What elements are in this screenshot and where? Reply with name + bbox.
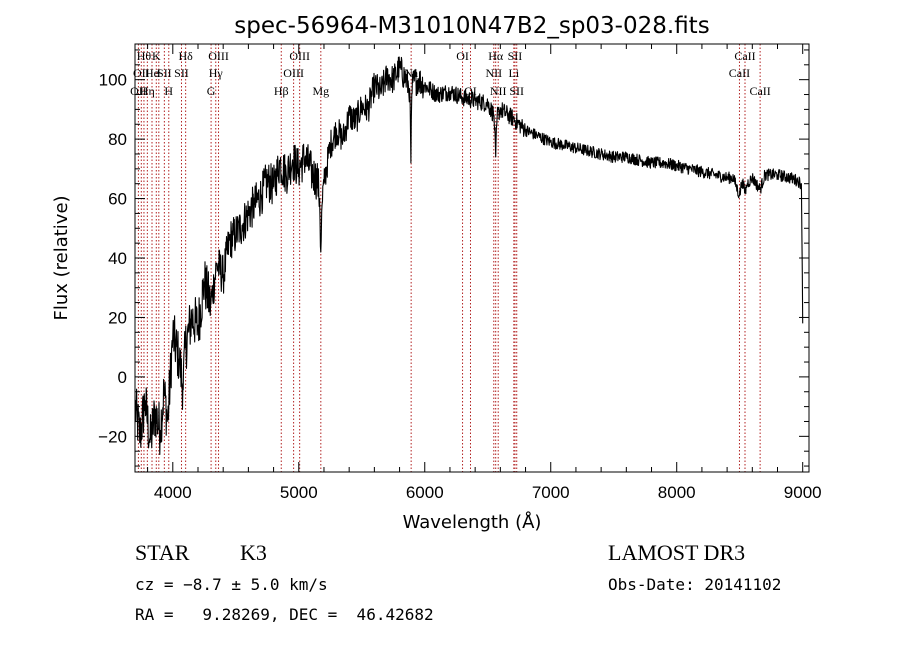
y-tick-label-5: 80: [108, 130, 127, 149]
x-tick-label-5: 9000: [784, 483, 822, 502]
spectral-line-labels: OIIOIIHθHηHeKISIIHHδSIIGHγOIIIHβOIIIOIII…: [130, 49, 771, 98]
line-label-15: OIII: [283, 66, 304, 80]
y-tick-label-6: 100: [99, 71, 127, 90]
spectral-line-markers: [137, 44, 761, 472]
object-class: STAR: [135, 540, 190, 565]
line-label-24: Li: [508, 66, 519, 80]
x-axis-label: Wavelength (Å): [403, 511, 542, 533]
y-tick-label-2: 20: [108, 308, 127, 327]
line-label-26: SII: [509, 84, 524, 98]
line-label-16: OIII: [289, 49, 310, 63]
line-label-11: G: [207, 84, 216, 98]
x-axis-ticks: 4000 5000 6000 7000 8000 9000: [147, 44, 822, 502]
line-label-4: He: [145, 66, 159, 80]
line-label-19: OI: [456, 49, 469, 63]
x-tick-label-3: 7000: [532, 483, 570, 502]
spectrum-line: [134, 56, 804, 456]
line-label-13: OIII: [208, 49, 229, 63]
line-label-29: CaII: [749, 84, 770, 98]
line-label-7: SII: [157, 66, 172, 80]
line-label-28: CaII: [734, 49, 755, 63]
redshift-readout: cz = −8.7 ± 5.0 km/s: [135, 575, 328, 594]
y-tick-label-0: −20: [98, 427, 127, 446]
object-subclass: K3: [240, 540, 267, 565]
line-label-17: Mg: [312, 84, 329, 98]
line-label-8: H: [164, 84, 173, 98]
survey-name: LAMOST DR3: [608, 540, 745, 565]
coordinates-readout: RA = 9.28269, DEC = 46.42682: [135, 605, 434, 624]
y-tick-label-4: 60: [108, 190, 127, 209]
line-label-2: Hθ: [137, 49, 152, 63]
line-label-23: NII: [490, 84, 507, 98]
line-label-21: NII: [485, 66, 502, 80]
x-tick-label-1: 5000: [280, 483, 318, 502]
y-tick-label-1: 0: [118, 368, 127, 387]
line-label-22: Hα: [488, 49, 504, 63]
line-label-25: SII: [508, 49, 523, 63]
line-label-1: OII: [133, 66, 150, 80]
x-tick-label-0: 4000: [154, 483, 192, 502]
line-label-27: CaII: [729, 66, 750, 80]
line-label-14: Hβ: [274, 84, 289, 98]
line-label-10: SII: [174, 66, 189, 80]
chart-title: spec-56964-M31010N47B2_sp03-028.fits: [234, 13, 709, 39]
line-label-5: K: [152, 49, 161, 63]
line-label-12: Hγ: [209, 66, 224, 80]
x-tick-label-4: 8000: [658, 483, 696, 502]
line-label-6: I: [157, 66, 161, 80]
line-label-9: Hδ: [178, 49, 193, 63]
line-label-0: OII: [130, 84, 147, 98]
y-axis-label: Flux (relative): [51, 195, 72, 320]
observation-date: Obs-Date: 20141102: [608, 575, 781, 594]
y-tick-label-3: 40: [108, 249, 127, 268]
line-label-3: Hη: [140, 84, 155, 98]
x-tick-label-2: 6000: [406, 483, 444, 502]
y-axis-ticks: −20 0 20 40 60 80 100: [98, 49, 809, 467]
